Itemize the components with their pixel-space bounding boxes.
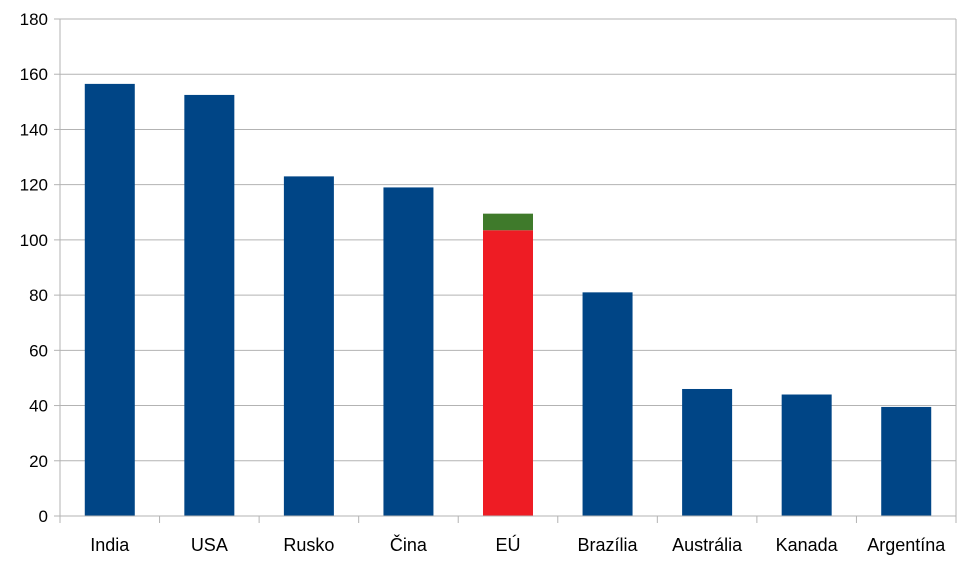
y-tick-label: 40 [29, 397, 48, 416]
y-tick-label: 100 [20, 231, 48, 250]
x-tick-label: EÚ [495, 534, 520, 555]
bar-čina [383, 187, 434, 516]
bar-brazília [582, 292, 633, 516]
bar-rusko [283, 176, 334, 516]
y-tick-label: 60 [29, 341, 48, 360]
y-tick-label: 80 [29, 286, 48, 305]
bar-austrália [682, 388, 733, 516]
axes [59, 19, 957, 517]
x-tick-label: Brazília [578, 535, 639, 555]
bar-kanada [781, 394, 832, 516]
x-tick-label: Rusko [283, 535, 334, 555]
x-tick-label: Argentína [867, 535, 946, 555]
y-tick-label: 20 [29, 452, 48, 471]
x-axis-ticks: India USA Rusko Čina EÚ Brazília Austrália Kana… [59, 516, 957, 555]
y-axis-ticks: 0 20 40 60 80 100 120 140 160 180 [20, 10, 60, 526]
x-tick-label: USA [191, 535, 228, 555]
bar-eú [483, 230, 533, 516]
bar-usa [184, 94, 235, 517]
y-tick-label: 120 [20, 176, 48, 195]
bar-india [84, 83, 135, 516]
bars [84, 83, 932, 517]
bar-argentína [881, 406, 932, 516]
y-tick-label: 160 [20, 65, 48, 84]
x-tick-label: Čina [390, 534, 428, 555]
y-tick-label: 180 [20, 10, 48, 29]
y-tick-label: 0 [39, 507, 48, 526]
bar-eú [483, 213, 533, 231]
y-tick-label: 140 [20, 120, 48, 139]
x-tick-label: Kanada [776, 535, 839, 555]
x-tick-label: India [90, 535, 130, 555]
x-tick-label: Austrália [672, 535, 743, 555]
